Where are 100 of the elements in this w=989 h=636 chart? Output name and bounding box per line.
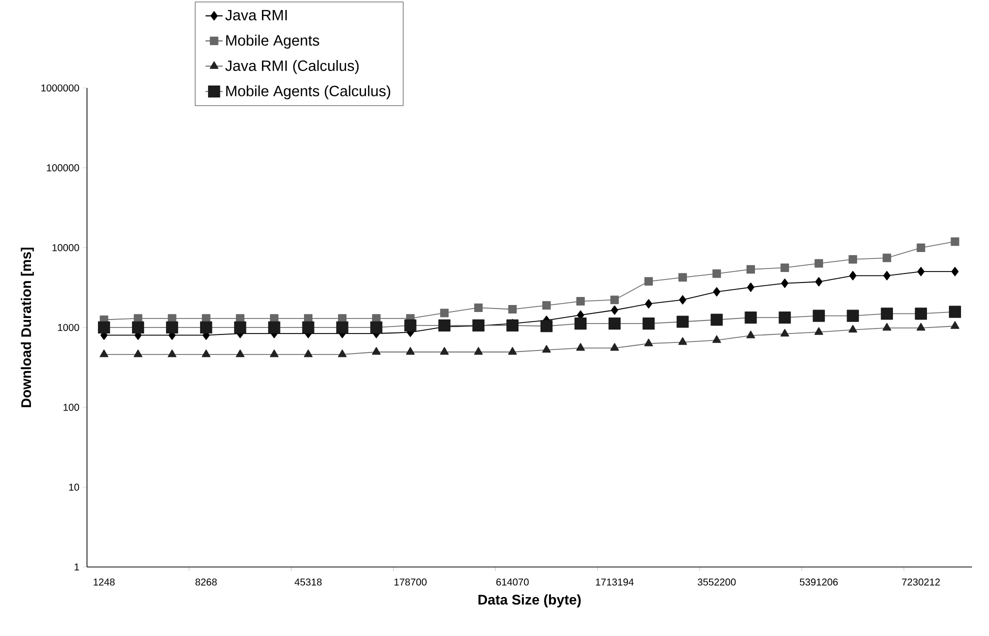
point (679, 295, 686, 304)
point (848, 324, 858, 333)
point (236, 350, 245, 358)
point (304, 350, 313, 358)
x-tick-label: 1713194 (596, 578, 634, 586)
x-tick-label: 5391206 (800, 578, 838, 586)
point (645, 299, 652, 308)
point (849, 270, 856, 280)
point (642, 318, 655, 330)
point (610, 296, 619, 304)
point (542, 301, 551, 310)
point (848, 255, 858, 264)
point (781, 278, 788, 288)
point (440, 347, 449, 355)
point (338, 350, 347, 358)
y-tick-label: 10 (69, 484, 80, 491)
point (950, 237, 960, 246)
point (747, 282, 754, 292)
x-axis-title: Data Size (byte) (478, 594, 581, 608)
point (950, 321, 960, 329)
point (508, 305, 517, 314)
point (372, 347, 381, 355)
point (951, 266, 959, 276)
point (134, 350, 142, 358)
point (472, 319, 484, 332)
point (744, 312, 757, 324)
x-tick-label: 8268 (195, 578, 217, 586)
point (574, 318, 587, 330)
point (882, 254, 892, 262)
point (576, 297, 585, 306)
point (712, 269, 721, 278)
y-tick-label: 1 (74, 564, 79, 570)
y-axis-title: Download Duration [ms] (20, 248, 34, 408)
y-tick-label: 100 (64, 404, 80, 411)
point (474, 303, 483, 312)
point (746, 265, 755, 274)
point (100, 350, 108, 358)
point (168, 350, 176, 358)
point (166, 321, 178, 334)
point (268, 321, 280, 334)
point (406, 347, 415, 355)
legend-label: Java RMI (225, 10, 287, 20)
y-tick-label: 100000 (46, 164, 80, 172)
x-tick-label: 7230212 (902, 578, 940, 586)
y-tick-label: 1000 (58, 324, 80, 332)
point (644, 277, 653, 286)
point (815, 277, 822, 286)
point (302, 321, 314, 334)
point (404, 319, 416, 332)
point (780, 263, 790, 272)
point (883, 270, 890, 280)
point (542, 345, 551, 353)
point (540, 320, 553, 332)
point (200, 321, 212, 334)
legend-label: Java RMI (Calculus) (225, 60, 359, 74)
point (678, 273, 687, 282)
point (812, 310, 825, 322)
point (814, 259, 824, 268)
point (576, 343, 585, 351)
point (916, 322, 926, 331)
point (780, 328, 790, 337)
point (608, 318, 621, 330)
point (712, 335, 722, 343)
point (914, 308, 927, 320)
legend-label: Mobile Agents (Calculus) (226, 85, 390, 100)
point (644, 338, 653, 346)
point (778, 312, 791, 324)
point (710, 314, 723, 326)
point (132, 321, 144, 334)
y-tick-label: 10000 (52, 244, 80, 252)
y-tick-label: 1000000 (41, 84, 80, 92)
point (678, 337, 688, 345)
x-tick-label: 614070 (496, 578, 529, 586)
point (474, 347, 483, 355)
x-tick-label: 1248 (94, 578, 115, 586)
x-tick-label: 178700 (394, 578, 427, 586)
x-tick-label: 45318 (294, 578, 322, 586)
point (202, 350, 210, 358)
point (508, 347, 517, 355)
point (336, 321, 348, 334)
point (270, 350, 279, 358)
x-tick-label: 3552200 (698, 578, 736, 586)
point (746, 330, 756, 338)
point (814, 327, 824, 335)
point (846, 310, 859, 322)
point (948, 306, 962, 318)
point (440, 308, 449, 318)
point (882, 322, 892, 331)
point (713, 287, 720, 296)
point (98, 321, 110, 334)
point (370, 321, 382, 334)
point (676, 316, 689, 328)
point (916, 244, 926, 252)
point (438, 319, 450, 332)
point (234, 321, 246, 334)
point (506, 319, 519, 332)
point (610, 343, 619, 351)
point (610, 305, 618, 315)
point (880, 308, 893, 320)
point (917, 266, 925, 276)
